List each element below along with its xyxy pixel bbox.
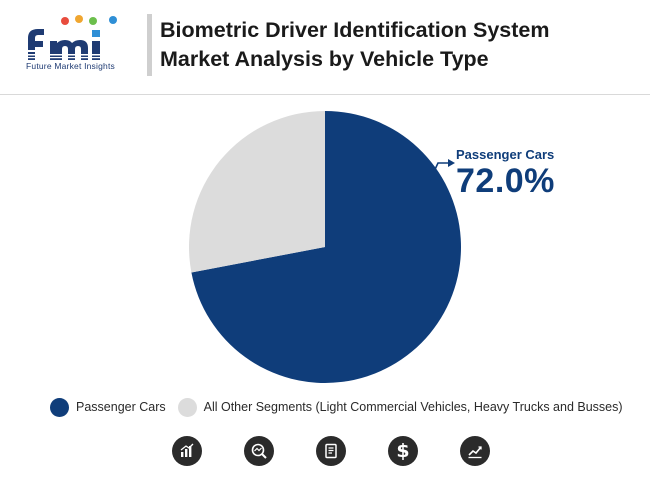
legend-item-other-segments: All Other Segments (Light Commercial Veh…: [177, 397, 623, 417]
fmi-logo: [28, 15, 117, 60]
header: Future Market Insights Biometric Driver …: [0, 0, 650, 92]
pie-slice-1: [188, 111, 325, 273]
legend-label-other-segments: All Other Segments (Light Commercial Veh…: [203, 400, 623, 414]
magnifier-chart-icon: [244, 436, 274, 466]
callout-value: 72.0%: [456, 162, 555, 200]
pie-slice-0: [191, 111, 461, 384]
trend-chart-icon: [460, 436, 490, 466]
bar-chart-icon: [172, 436, 202, 466]
title-line-2: Market Analysis by Vehicle Type: [160, 47, 489, 71]
legend-item-passenger-cars: Passenger Cars: [50, 397, 166, 417]
callout-label: Passenger Cars: [456, 147, 555, 162]
footer-icons: $: [172, 436, 502, 470]
dollar-icon: $: [388, 436, 418, 466]
callout-leader-line: [429, 162, 450, 181]
page-title: Biometric Driver Identification System M…: [160, 16, 640, 74]
legend: Passenger Cars All Other Segments (Light…: [50, 396, 635, 418]
header-divider: [147, 14, 152, 76]
legend-swatch-passenger-cars: [50, 397, 69, 417]
title-line-1: Biometric Driver Identification System: [160, 18, 550, 42]
header-separator: [0, 94, 650, 95]
dollar-symbol: $: [396, 440, 410, 462]
brand-tagline: Future Market Insights: [26, 61, 115, 71]
legend-swatch-other-segments: [177, 397, 197, 417]
document-icon: [316, 436, 346, 466]
callout-arrowhead: [448, 159, 455, 167]
legend-label-passenger-cars: Passenger Cars: [76, 400, 166, 414]
